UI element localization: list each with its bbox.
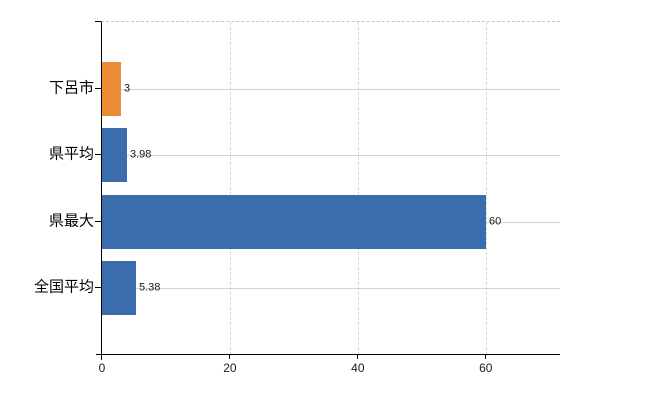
gridline-horizontal	[102, 287, 560, 289]
gridline-vertical	[357, 22, 359, 355]
x-tick-label: 40	[351, 361, 365, 375]
x-tick-label: 20	[223, 361, 237, 375]
bar	[102, 128, 127, 183]
bar	[102, 194, 486, 249]
y-axis-tick	[95, 88, 101, 89]
value-label: 3.98	[130, 148, 152, 161]
y-axis-tick	[95, 286, 101, 288]
x-axis-tick	[356, 354, 358, 359]
x-axis-tick	[228, 354, 230, 359]
category-label: 県最大	[48, 212, 94, 230]
value-label: 3	[124, 82, 131, 95]
bar	[102, 260, 136, 315]
x-tick-label: 60	[479, 361, 493, 375]
gridline-vertical	[485, 22, 487, 355]
value-label: 5.38	[139, 281, 161, 294]
category-label: 下呂市	[48, 79, 94, 97]
x-axis-tick	[101, 354, 102, 359]
plot-area: 3 3.98 60 5.38	[101, 21, 560, 355]
value-label: 60	[489, 215, 502, 228]
y-axis-end-tick	[95, 21, 101, 22]
x-tick-label: 0	[98, 361, 106, 375]
category-label: 全国平均	[33, 278, 94, 296]
x-axis	[96, 354, 560, 355]
gridline-horizontal	[102, 155, 560, 157]
x-axis-tick	[484, 354, 486, 359]
gridline-vertical	[229, 22, 231, 355]
y-axis-tick	[95, 220, 101, 222]
category-label: 県平均	[48, 145, 94, 163]
gridline-horizontal	[102, 89, 560, 90]
y-axis-tick	[95, 154, 101, 156]
bar	[102, 62, 121, 116]
